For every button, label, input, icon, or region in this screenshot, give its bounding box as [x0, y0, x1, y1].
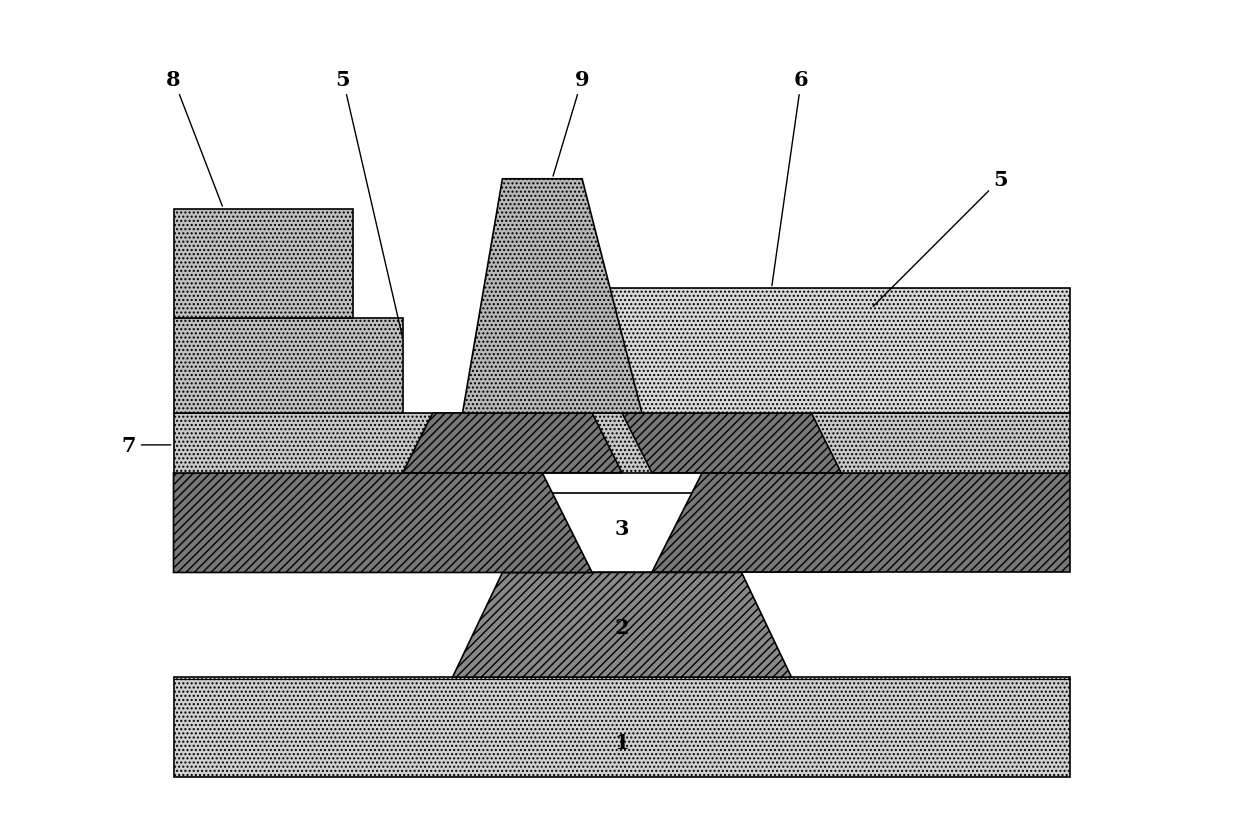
Polygon shape: [652, 474, 1071, 573]
Polygon shape: [463, 180, 642, 413]
Text: 3: 3: [615, 518, 629, 538]
Polygon shape: [373, 493, 871, 573]
Text: 2: 2: [615, 618, 629, 638]
Polygon shape: [173, 413, 1071, 474]
Polygon shape: [453, 573, 791, 677]
Polygon shape: [403, 413, 622, 474]
Polygon shape: [572, 289, 1071, 413]
Polygon shape: [173, 474, 592, 573]
Polygon shape: [173, 677, 1071, 777]
Text: 1: 1: [615, 732, 629, 752]
Text: 5: 5: [873, 170, 1008, 307]
Polygon shape: [622, 413, 841, 474]
Text: 8: 8: [167, 70, 223, 207]
Text: 6: 6: [771, 70, 809, 286]
Text: 9: 9: [554, 70, 590, 177]
Text: 5: 5: [336, 70, 402, 336]
Polygon shape: [173, 209, 353, 319]
Text: 7: 7: [122, 436, 170, 455]
Polygon shape: [173, 319, 403, 413]
